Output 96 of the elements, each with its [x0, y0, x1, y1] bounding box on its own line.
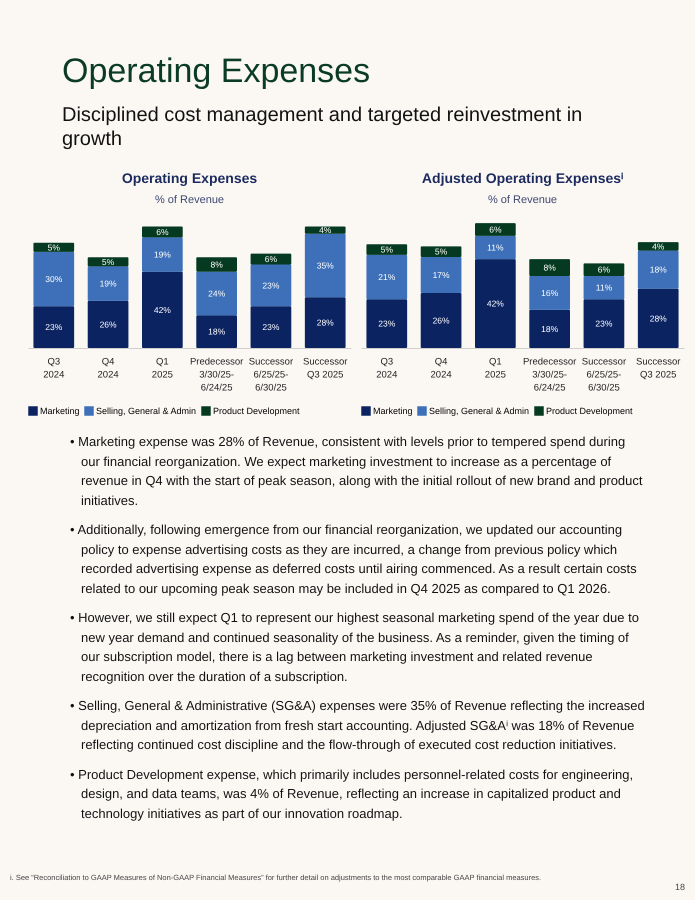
- x-tick-label: Predecessor 3/30/25- 6/24/25: [522, 356, 576, 394]
- data-label: 42%: [154, 304, 172, 315]
- text: Operating Expenses: [62, 52, 372, 91]
- x-tick-label: Q1 2025: [484, 356, 506, 380]
- bar: [475, 223, 516, 236]
- data-label: 23%: [45, 322, 63, 332]
- data-label: 24%: [208, 288, 226, 299]
- data-label: 18%: [208, 326, 226, 337]
- data-label: 5%: [434, 246, 448, 257]
- x-tick-label: Successor 6/25/25- 6/30/25: [248, 356, 294, 394]
- chart-subtitle: % of Revenue: [488, 194, 558, 206]
- legend-label: Marketing: [40, 406, 80, 416]
- data-label: 35%: [316, 260, 334, 270]
- data-label: 16%: [541, 288, 559, 298]
- bar: [142, 226, 183, 238]
- bar: [529, 310, 570, 348]
- legend-label: Selling, General & Admin: [96, 406, 196, 416]
- bar: [196, 315, 237, 348]
- data-label: 17%: [432, 270, 450, 280]
- x-tick-label: Successor 6/25/25- 6/30/25: [582, 356, 626, 394]
- data-label: 28%: [650, 313, 668, 324]
- bar: [88, 266, 128, 301]
- data-label: 23%: [262, 322, 280, 332]
- data-label: 5%: [380, 244, 394, 255]
- data-label: 21%: [378, 272, 396, 282]
- text: • Marketing expense was 28% of Revenue, consistent with levels prior to tempered spend during our financial reorganization. We expect marketing investment to increase as a percentage of revenue in Q4 with the start of peak season, along with the initial rollout of new brand and product initiatives.: [70, 433, 644, 510]
- data-label: 23%: [595, 318, 613, 329]
- bar: [529, 276, 570, 310]
- bar: [584, 299, 624, 348]
- data-label: 5%: [48, 242, 60, 252]
- bar: [638, 288, 679, 348]
- text: • Product Development expense, which primarily includes personnel-related costs for engineering, design, and data teams, was 4% of Revenue, reflecting an increase in capitalized product and technology initiatives as part of our innovation roadmap.: [70, 766, 634, 823]
- data-label: 19%: [154, 250, 172, 260]
- legend-label: Product Development: [546, 406, 634, 416]
- x-tick-label: Successor Q3 2025: [636, 356, 680, 380]
- text: • Selling, General & Administrative (SG&A) expenses were 35% of Revenue reflecting the increased depreciation and amortization from fresh start accounting. Adjusted SG&Aⁱ was 18% of Revenue reflecting continued cost discipline and the flow-through of executed cost reduction initiatives.: [70, 697, 645, 754]
- data-label: 26%: [100, 319, 118, 330]
- data-label: 42%: [486, 298, 504, 309]
- bar: [250, 254, 292, 265]
- data-label: 19%: [100, 278, 118, 289]
- data-label: 28%: [316, 318, 334, 328]
- bar: [529, 259, 570, 276]
- bar: [142, 237, 183, 272]
- text: • However, we still expect Q1 to represent our highest seasonal marketing spend of the year due to new year demand and continued seasonality of the business. As a reminder, given the timing of our subscription model, there is a lag between marketing investment and related revenue recognition over the duration of a subscription.: [70, 609, 640, 686]
- bar: [420, 256, 462, 293]
- data-label: 18%: [541, 324, 559, 334]
- data-label: 23%: [262, 280, 280, 290]
- bar: [304, 234, 346, 298]
- legend-label: Selling, General & Admin: [429, 406, 530, 416]
- bar: [196, 257, 237, 272]
- data-label: 6%: [264, 254, 278, 264]
- x-tick-label: Successor Q3 2025: [303, 356, 348, 380]
- legend-label: Product Development: [213, 406, 300, 416]
- data-label: 5%: [102, 256, 115, 267]
- bar: [304, 297, 346, 348]
- data-label: 4%: [652, 241, 665, 252]
- bar: [142, 272, 183, 348]
- bar: [366, 299, 408, 348]
- x-tick-label: Q1 2025: [152, 356, 173, 380]
- bar: [584, 276, 624, 300]
- data-label: 8%: [210, 260, 224, 270]
- data-label: 6%: [598, 264, 611, 275]
- chart-title: Adjusted Operating Expensesⁱ: [422, 170, 624, 186]
- data-label: 30%: [45, 274, 63, 284]
- text: Disciplined cost management and targeted reinvestment in growth: [62, 103, 584, 151]
- x-tick-label: Q4 2024: [98, 356, 119, 380]
- bar: [33, 306, 74, 348]
- bar: [475, 259, 516, 348]
- x-tick-label: Predecessor 3/30/25- 6/24/25: [190, 356, 244, 394]
- data-label: 26%: [432, 315, 450, 326]
- bar: [33, 252, 74, 306]
- data-label: 11%: [596, 282, 613, 293]
- bar: [88, 300, 128, 348]
- legend-label: Marketing: [373, 406, 413, 416]
- bar: [420, 292, 462, 348]
- bar: [366, 254, 408, 300]
- data-label: 6%: [156, 226, 169, 237]
- bar: [196, 272, 237, 316]
- data-label: 18%: [650, 264, 668, 275]
- x-tick-label: Q3 2024: [376, 356, 398, 380]
- x-tick-label: Q4 2024: [430, 356, 452, 380]
- data-label: 23%: [378, 318, 396, 329]
- data-label: 11%: [487, 242, 504, 252]
- chart-subtitle: % of Revenue: [154, 194, 224, 206]
- x-tick-label: Q3 2024: [43, 356, 64, 380]
- data-label: 6%: [489, 224, 502, 234]
- bar: [638, 250, 679, 289]
- text: 18: [674, 882, 685, 892]
- data-label: 4%: [319, 225, 332, 236]
- bar: [584, 263, 624, 276]
- bar: [250, 306, 292, 348]
- data-label: 8%: [543, 262, 556, 273]
- chart-title: Operating Expenses: [122, 170, 258, 186]
- bar: [250, 264, 292, 306]
- text: • Additionally, following emergence from our financial reorganization, we updated our accounting policy to expense advertising costs as they are incurred, a change from previous policy which recorded advertising expense as deferred costs until airing commenced. As a result certain costs related to our upcoming peak season may be included in Q4 2025 as compared to Q1 2026.: [70, 521, 638, 598]
- bar: [475, 236, 516, 260]
